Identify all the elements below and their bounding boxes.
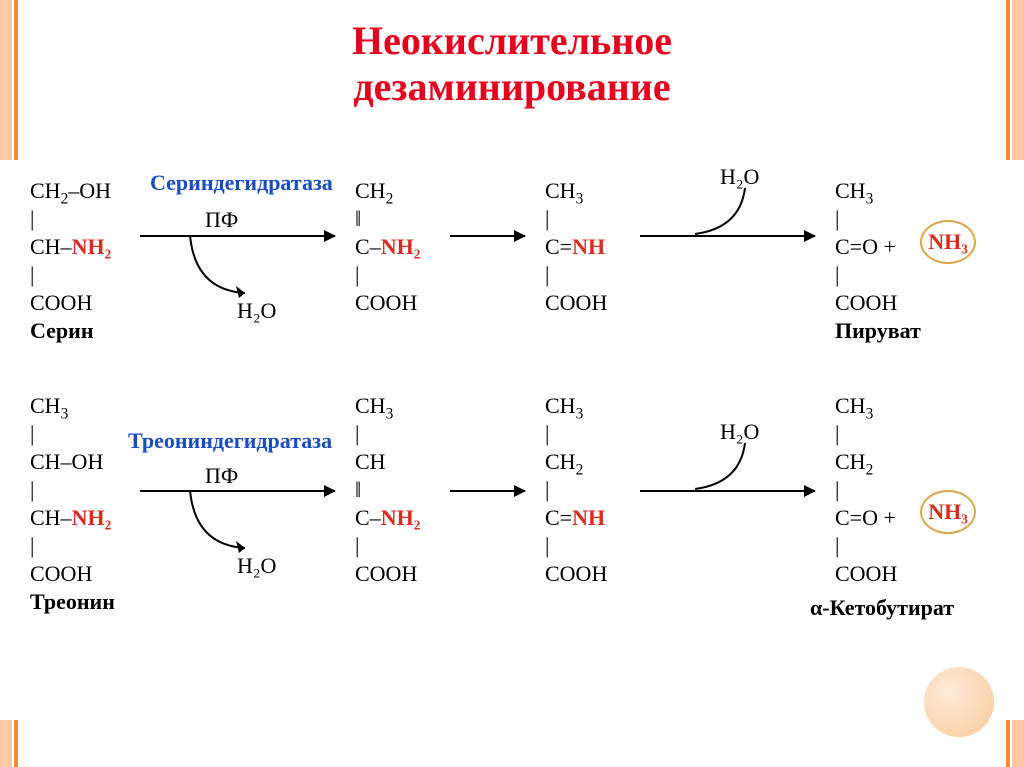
mol-threonine: CH3 | CH–OH | CH–NH₂ | COOH Треонин [30, 395, 115, 619]
cofactor-2: ПФ [205, 463, 238, 489]
decorative-corner-dot [924, 667, 994, 737]
arrow-1c [640, 235, 815, 237]
water-in-2: H₂O [720, 419, 759, 445]
arrow-2b [450, 490, 525, 492]
curve-in-2 [690, 443, 770, 493]
mol-int2a: CH3 | C=NH | COOH [545, 180, 607, 320]
mol-serine: CH2–OH | CH–NH₂ | COOH Серин [30, 180, 111, 348]
arrow-2c [640, 490, 815, 492]
imino-group: NH [572, 505, 605, 530]
nh3-circle-2: NH₃ [920, 490, 976, 534]
cofactor-1: ПФ [205, 207, 238, 233]
amino-group: NH₂ [72, 234, 112, 259]
mol-int2b: CH3 | CH2 | C=NH | COOH [545, 395, 607, 591]
curve-in-1 [690, 188, 770, 238]
water-in-1: H₂O [720, 164, 759, 190]
title-line-1: Неокислительное [352, 18, 672, 63]
amino-group: NH₂ [381, 234, 421, 259]
amino-group: NH₂ [72, 505, 112, 530]
mol-int1b: CH3 | CH ‖ C–NH₂ | COOH [355, 395, 420, 591]
water-out-2: H₂O [237, 553, 276, 579]
nh3-label: NH₃ [928, 229, 968, 255]
arrow-1b [450, 235, 525, 237]
curve-out-1 [180, 235, 260, 305]
enzyme-2: Треониндегидратаза [128, 428, 332, 454]
label-pyruvate: Пируват [835, 320, 921, 348]
label-serine: Серин [30, 320, 111, 348]
water-out-1: H₂O [237, 298, 276, 324]
mol-int1a: CH2 ‖ C–NH₂ | COOH [355, 180, 420, 320]
nh3-circle-1: NH₃ [920, 220, 976, 264]
amino-group: NH₂ [381, 505, 421, 530]
enzyme-1: Сериндегидратаза [150, 170, 333, 196]
reaction-diagram: CH2–OH | CH–NH₂ | COOH Серин Сериндегидр… [0, 160, 1024, 720]
nh3-label: NH₃ [928, 499, 968, 525]
mol-ketobutyrate: CH3 | CH2 | C=O + | COOH [835, 395, 897, 591]
page-title: Неокислительное дезаминирование [0, 0, 1024, 110]
mol-pyruvate: CH3 | C=O + | COOH Пируват [835, 180, 921, 348]
label-threonine: Треонин [30, 591, 115, 619]
label-ketobutyrate: α-Кетобутират [810, 595, 954, 621]
imino-group: NH [572, 234, 605, 259]
title-line-2: дезаминирование [353, 64, 670, 109]
curve-out-2 [180, 490, 260, 560]
